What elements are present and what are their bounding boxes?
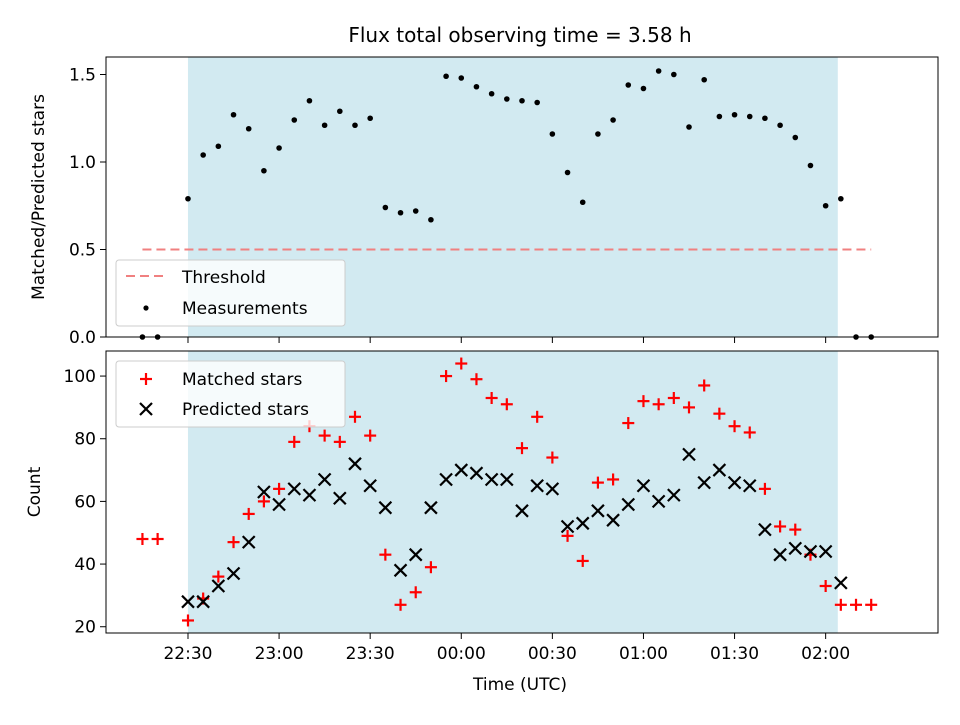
measurement-point — [610, 117, 616, 123]
measurement-point — [474, 84, 480, 90]
measurement-point — [352, 122, 358, 128]
measurement-point — [534, 100, 540, 106]
ytick-label: 100 — [64, 367, 96, 387]
legend-measurements-label: Measurements — [182, 299, 308, 319]
measurement-point — [413, 208, 419, 214]
count-ylabel: Count — [25, 466, 45, 517]
legend-threshold-label: Threshold — [181, 268, 266, 288]
measurement-point — [261, 168, 267, 174]
measurement-point — [580, 199, 586, 205]
measurement-point — [489, 91, 495, 97]
measurement-point — [641, 86, 647, 92]
chart-title: Flux total observing time = 3.58 h — [348, 23, 691, 47]
measurement-point — [732, 112, 738, 118]
measurement-point — [504, 96, 510, 102]
measurement-point — [291, 117, 297, 123]
measurement-point — [625, 82, 631, 88]
ytick-label: 0.0 — [69, 328, 96, 348]
measurement-point — [808, 163, 814, 169]
measurement-point — [398, 210, 404, 216]
measurement-point — [367, 115, 373, 121]
flux-chart: Flux total observing time = 3.58 h 0.0 0.… — [0, 0, 960, 720]
ratio-legend: Threshold Measurements — [116, 260, 345, 326]
measurement-point — [200, 152, 206, 158]
measurement-point — [185, 196, 191, 202]
measurement-point — [246, 126, 252, 132]
measurement-point — [671, 72, 677, 78]
measurement-point — [777, 122, 783, 128]
xtick-label: 22:30 — [163, 644, 212, 664]
measurement-point — [337, 108, 343, 114]
xtick-label: 01:00 — [619, 644, 668, 664]
ytick-label: 20 — [74, 618, 96, 638]
measurement-point — [307, 98, 313, 104]
count-xlabel: Time (UTC) — [472, 675, 567, 695]
xtick-label: 02:00 — [801, 644, 850, 664]
measurement-point — [550, 131, 556, 137]
xtick-label: 00:30 — [528, 644, 577, 664]
ytick-label: 80 — [74, 430, 96, 450]
measurement-point — [762, 115, 768, 121]
xtick-label: 01:30 — [710, 644, 759, 664]
measurement-point — [565, 170, 571, 176]
measurement-point — [701, 77, 707, 83]
measurement-point — [747, 114, 753, 120]
measurement-point — [595, 131, 601, 137]
measurement-point — [717, 114, 723, 120]
ytick-label: 0.5 — [69, 241, 96, 261]
measurement-point — [428, 217, 434, 223]
measurement-point — [383, 205, 389, 211]
measurement-point — [838, 196, 844, 202]
xtick-label: 23:00 — [255, 644, 304, 664]
measurement-point — [443, 73, 449, 79]
legend-measurements-swatch — [143, 305, 148, 310]
ytick-label: 1.5 — [69, 66, 96, 86]
measurement-point — [656, 68, 662, 74]
ytick-label: 1.0 — [69, 153, 96, 173]
measurement-point — [458, 75, 464, 81]
ytick-label: 60 — [74, 492, 96, 512]
measurement-point — [519, 98, 525, 104]
measurement-point — [322, 122, 328, 128]
measurement-point — [792, 135, 798, 141]
measurement-point — [823, 203, 829, 209]
measurement-point — [231, 112, 237, 118]
legend-matched-label: Matched stars — [182, 370, 302, 390]
measurement-point — [276, 145, 282, 151]
legend-predicted-label: Predicted stars — [182, 400, 309, 420]
measurement-point — [686, 124, 692, 130]
measurement-point — [216, 143, 222, 149]
ytick-label: 40 — [74, 555, 96, 575]
count-legend: Matched stars Predicted stars — [116, 361, 345, 427]
xtick-label: 23:30 — [346, 644, 395, 664]
ratio-ylabel: Matched/Predicted stars — [29, 94, 49, 300]
xtick-label: 00:00 — [437, 644, 486, 664]
